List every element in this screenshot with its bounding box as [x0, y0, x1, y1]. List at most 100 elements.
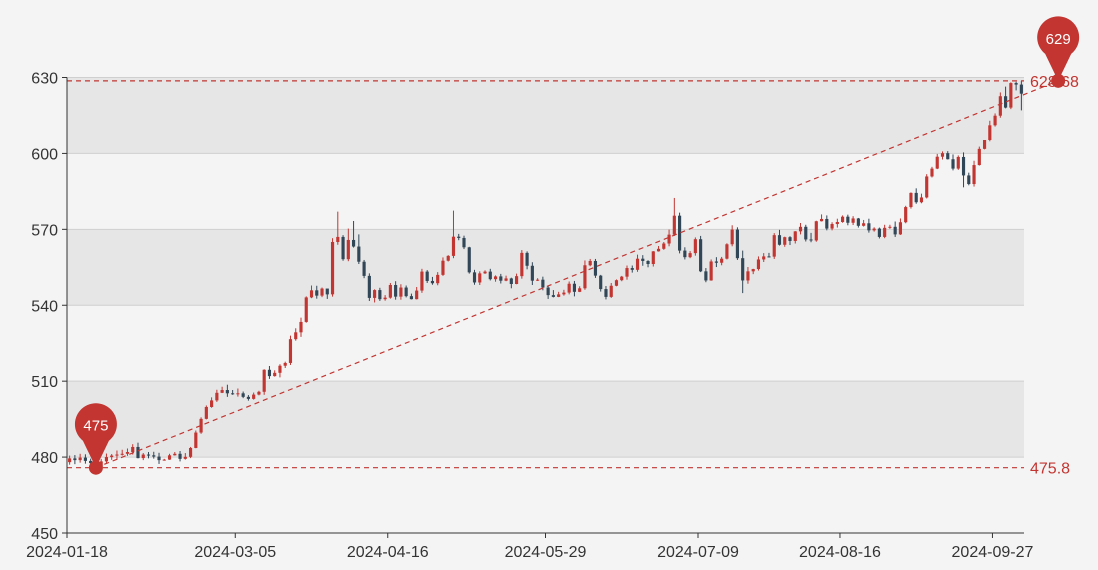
candle-body: [988, 125, 992, 141]
candle: [515, 273, 519, 285]
candle-body: [898, 222, 903, 235]
pin-dot: [88, 460, 103, 475]
candle: [451, 210, 456, 259]
candle: [383, 295, 387, 301]
candle-body: [614, 280, 619, 286]
candle-body: [530, 265, 534, 281]
candle-body: [572, 283, 576, 292]
candle-body: [299, 321, 303, 333]
markline-label-min: 475.8: [1030, 461, 1070, 478]
candle-body: [388, 285, 392, 298]
candle: [1004, 86, 1008, 109]
candle: [993, 113, 997, 127]
candle-body: [846, 216, 850, 223]
candle-body: [862, 223, 866, 226]
candle: [930, 166, 934, 178]
candle-body: [220, 390, 224, 393]
x-tick-label: 2024-05-29: [505, 544, 587, 561]
candle-body: [893, 226, 897, 235]
candle-body: [309, 290, 314, 298]
candle-body: [362, 261, 366, 276]
candle-body: [188, 447, 193, 457]
candle-body: [646, 260, 650, 265]
candle: [988, 120, 992, 142]
candle-body: [541, 279, 545, 288]
candle: [877, 227, 881, 239]
candle-body: [446, 255, 450, 261]
candle-body: [562, 292, 566, 295]
candle: [699, 235, 703, 273]
candle: [841, 215, 845, 223]
candle-body: [720, 258, 724, 263]
candle-body: [472, 272, 477, 283]
candle: [630, 265, 634, 273]
candle-body: [120, 453, 124, 455]
candle-body: [515, 276, 519, 284]
candle-body: [641, 258, 645, 261]
x-tick-label: 2024-08-16: [799, 544, 881, 561]
candle: [956, 155, 960, 170]
candle: [325, 288, 329, 299]
candle: [888, 224, 892, 229]
pin-shape: [1037, 16, 1080, 81]
candle-body: [620, 276, 624, 281]
candle: [551, 290, 555, 298]
candle: [199, 417, 203, 434]
candle: [204, 405, 208, 420]
candle: [162, 458, 166, 461]
y-tick-label: 480: [31, 450, 58, 467]
x-tick-label: 2024-07-09: [657, 544, 739, 561]
candle-body: [525, 252, 529, 266]
candle: [793, 231, 797, 244]
candle: [972, 160, 976, 187]
candle: [146, 452, 151, 459]
candle: [557, 291, 561, 298]
candle-body: [856, 218, 860, 226]
candle: [378, 287, 382, 301]
candle-body: [925, 176, 929, 198]
candle: [688, 251, 692, 259]
candle-body: [483, 271, 487, 274]
candle-body: [725, 244, 729, 259]
candle: [567, 281, 571, 295]
candle: [904, 205, 908, 224]
pin-shape: [74, 403, 117, 468]
candle: [430, 276, 435, 285]
candle: [125, 448, 130, 456]
candle-body: [536, 279, 540, 281]
candle: [120, 449, 124, 456]
candle: [678, 212, 682, 254]
candle: [720, 256, 724, 266]
candle-body: [336, 236, 340, 242]
candle-body: [83, 457, 87, 461]
candle: [157, 452, 161, 464]
candle-body: [89, 460, 93, 464]
candle: [351, 220, 356, 248]
candle: [946, 151, 950, 160]
candle-body: [152, 455, 156, 457]
candle: [862, 219, 866, 227]
candle: [210, 397, 214, 408]
candle: [693, 237, 697, 256]
grid-bands: [67, 77, 1024, 458]
candle-body: [478, 273, 482, 283]
candle-body: [672, 215, 676, 235]
candle: [704, 268, 708, 283]
candle: [231, 390, 235, 395]
candle: [283, 361, 287, 369]
candle: [746, 267, 750, 284]
candle: [246, 395, 250, 401]
candle-body: [278, 365, 282, 373]
candle: [341, 235, 345, 261]
candle: [772, 233, 776, 259]
candle: [756, 256, 761, 271]
candle: [767, 252, 771, 258]
candle: [252, 392, 256, 400]
candle-body: [867, 223, 871, 231]
candle: [741, 250, 745, 294]
candle: [152, 451, 156, 459]
candle: [241, 391, 245, 399]
candle: [961, 152, 966, 188]
candle: [588, 258, 592, 267]
